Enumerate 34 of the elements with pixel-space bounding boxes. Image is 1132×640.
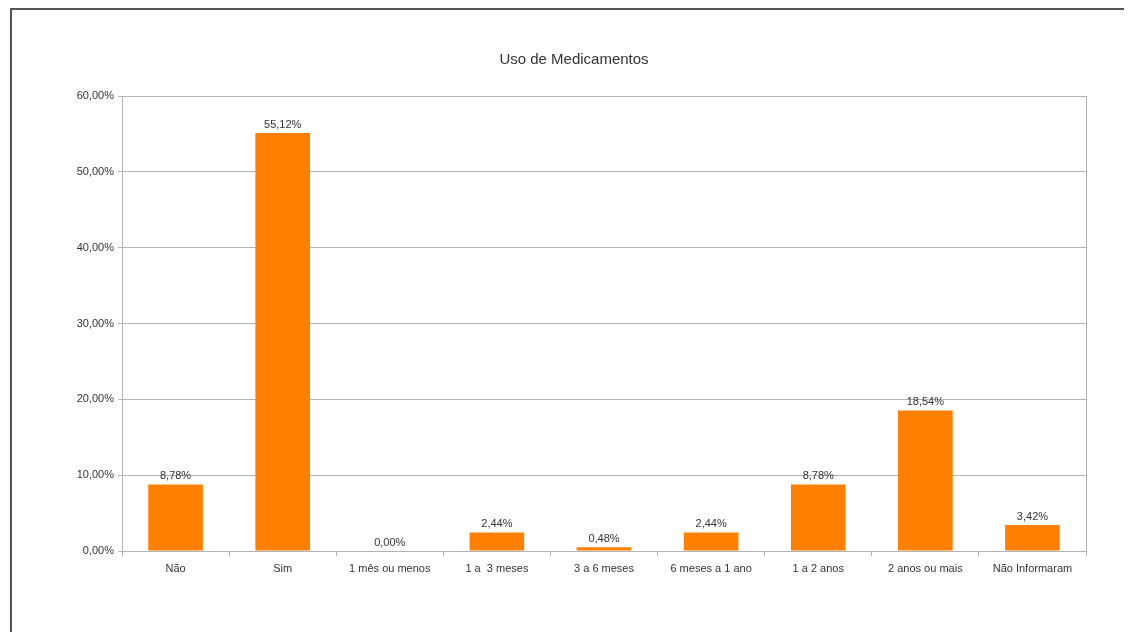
bar bbox=[148, 484, 203, 551]
x-tick-label: Não bbox=[165, 561, 186, 574]
y-tick-label: 40,00% bbox=[76, 240, 115, 253]
data-label: 0,48% bbox=[588, 531, 620, 544]
x-tick-label: 3 a 6 meses bbox=[574, 561, 635, 574]
x-tick-label: 1 a 3 meses bbox=[465, 561, 529, 574]
y-tick-label: 60,00% bbox=[76, 89, 115, 102]
data-label: 55,12% bbox=[264, 117, 302, 130]
bar bbox=[1005, 525, 1060, 551]
bar bbox=[683, 532, 739, 551]
y-tick-label: 10,00% bbox=[76, 468, 115, 481]
chart-title: Uso de Medicamentos bbox=[499, 50, 649, 68]
y-tick-label: 20,00% bbox=[76, 392, 115, 405]
data-label: 2,44% bbox=[481, 517, 513, 530]
x-tick-label: 1 a 2 anos bbox=[792, 561, 845, 574]
data-label: 2,44% bbox=[695, 517, 727, 530]
bar bbox=[469, 532, 525, 551]
bar bbox=[255, 133, 310, 551]
x-tick-label: 2 anos ou mais bbox=[888, 561, 964, 574]
bar bbox=[898, 410, 953, 551]
data-label: 0,00% bbox=[374, 535, 406, 548]
x-tick-label: Não Informaram bbox=[992, 561, 1073, 574]
x-tick-label: Sim bbox=[273, 561, 293, 574]
y-tick-label: 50,00% bbox=[76, 164, 115, 177]
x-tick-label: 6 meses a 1 ano bbox=[670, 561, 752, 574]
bar bbox=[576, 547, 632, 551]
x-tick-label: 1 mês ou menos bbox=[349, 561, 431, 574]
data-label: 8,78% bbox=[159, 468, 192, 481]
data-label: 3,42% bbox=[1016, 509, 1049, 522]
y-tick-label: 30,00% bbox=[76, 316, 115, 329]
data-label: 8,78% bbox=[802, 468, 835, 481]
y-tick-label: 0,00% bbox=[82, 544, 115, 557]
bar bbox=[790, 484, 846, 551]
data-label: 18,54% bbox=[906, 394, 945, 407]
